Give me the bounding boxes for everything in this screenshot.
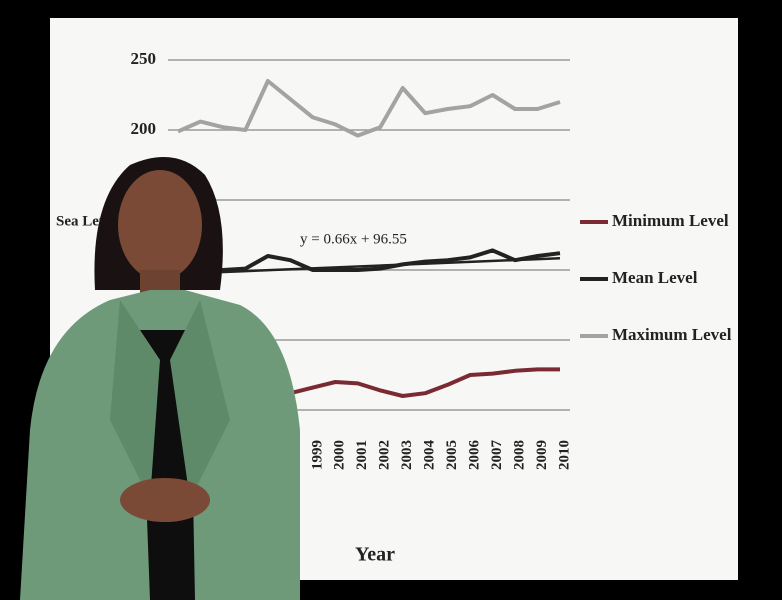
x-tick-label: 2002 bbox=[377, 440, 393, 470]
legend-label: Minimum Level bbox=[612, 211, 729, 230]
trendline-label: y = 0.66x + 96.55 bbox=[300, 231, 407, 247]
x-axis-title: Year bbox=[355, 544, 395, 566]
x-tick-label: 1999 bbox=[309, 440, 325, 470]
y-tick-label: 200 bbox=[131, 119, 157, 138]
x-tick-label: 2007 bbox=[489, 440, 505, 471]
x-tick-label: 2009 bbox=[534, 440, 550, 470]
presenter bbox=[20, 157, 300, 600]
legend-label: Maximum Level bbox=[612, 325, 732, 344]
x-tick-label: 2006 bbox=[467, 440, 483, 471]
x-tick-label: 2010 bbox=[556, 440, 572, 470]
series-line bbox=[177, 79, 561, 138]
x-tick-label: 2008 bbox=[511, 440, 527, 470]
x-tick-label: 2001 bbox=[354, 440, 370, 470]
y-tick-label: 250 bbox=[131, 49, 157, 68]
x-tick-label: 2004 bbox=[422, 440, 438, 471]
series-line bbox=[177, 248, 561, 272]
x-tick-label: 2000 bbox=[332, 440, 348, 470]
x-tick-label: 2005 bbox=[444, 440, 460, 470]
legend-label: Mean Level bbox=[612, 268, 698, 287]
x-tick-label: 2003 bbox=[399, 440, 415, 470]
trendline bbox=[177, 256, 561, 276]
